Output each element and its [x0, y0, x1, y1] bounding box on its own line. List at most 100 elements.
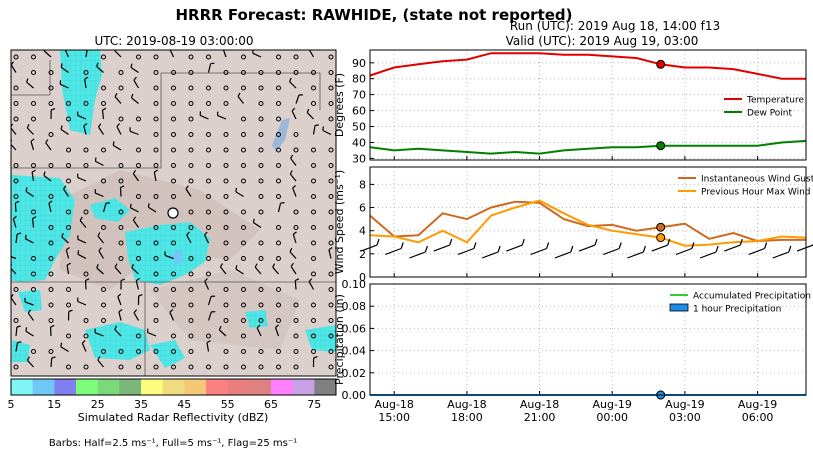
calm-wind-marker: [311, 85, 316, 91]
calm-wind-marker: [328, 147, 334, 153]
calm-wind-marker: [171, 302, 176, 308]
current-time-marker: [656, 233, 666, 243]
wind-barb: [24, 301, 34, 306]
wind-barb: [43, 175, 52, 182]
calm-wind-marker: [66, 287, 71, 292]
wind-barb-flag: [83, 123, 88, 127]
colorbar-swatch: [97, 379, 120, 395]
wind-barb: [306, 112, 314, 120]
calm-wind-marker: [136, 333, 141, 339]
wind-barb-flag: [186, 231, 190, 236]
calm-wind-marker: [188, 333, 194, 339]
calm-wind-marker: [241, 302, 246, 308]
calm-wind-marker: [206, 101, 211, 106]
calm-wind-marker: [13, 116, 19, 122]
current-time-marker: [656, 59, 666, 69]
wind-barb: [253, 222, 262, 229]
wind-barb-flag: [206, 340, 211, 344]
colorbar-tick-label: 75: [307, 398, 321, 411]
wind-barb-flag: [570, 245, 574, 253]
colorbar-swatch: [227, 379, 250, 395]
calm-wind-marker: [171, 349, 176, 354]
state-boundaries: [11, 60, 336, 376]
wind-barb: [217, 115, 227, 120]
calm-wind-marker: [171, 194, 176, 199]
wind-barb: [98, 250, 105, 259]
calm-wind-marker: [311, 302, 316, 308]
calm-wind-marker: [206, 194, 211, 199]
calm-wind-marker: [118, 116, 124, 122]
wind-barb-flag: [114, 263, 118, 268]
wind-barb: [26, 127, 34, 135]
wind-barb-flag: [313, 356, 318, 359]
calm-wind-marker: [223, 163, 229, 168]
lake-shape: [272, 118, 290, 152]
wind-barb-flag: [114, 325, 118, 330]
y-tick-label: 0: [359, 271, 366, 284]
calm-wind-marker: [241, 256, 246, 261]
calm-wind-marker: [48, 318, 54, 323]
calm-wind-marker: [311, 333, 316, 339]
y-tick-label: 70: [352, 89, 366, 102]
calm-wind-marker: [48, 163, 54, 168]
calm-wind-marker: [171, 271, 176, 277]
y-axis-label: Wind Speed (ms⁻¹): [333, 170, 346, 274]
colorbar-label: Simulated Radar Reflectivity (dBZ): [78, 411, 269, 424]
calm-wind-marker: [101, 101, 106, 106]
wind-barb: [112, 144, 122, 151]
calm-wind-marker: [223, 132, 229, 137]
wind-barb-flag: [764, 242, 768, 249]
calm-wind-marker: [223, 225, 229, 230]
colorbar-tick-labels: 5 15 25 35 45 55 65 75: [8, 398, 322, 411]
wind-barb: [48, 203, 52, 213]
calm-wind-marker: [153, 287, 159, 292]
calm-wind-marker: [241, 240, 246, 246]
calm-wind-marker: [171, 163, 176, 168]
calm-wind-marker: [83, 209, 89, 215]
wind-barb-flag: [292, 184, 297, 189]
calm-wind-marker: [136, 349, 141, 354]
calm-wind-marker: [276, 163, 281, 168]
wind-barb: [66, 265, 70, 275]
wind-barb: [77, 300, 87, 306]
calm-wind-marker: [328, 302, 334, 308]
x-tick-date: Aug-18: [447, 398, 486, 411]
calm-wind-marker: [241, 116, 246, 122]
wind-barb: [131, 267, 139, 275]
calm-wind-marker: [101, 85, 106, 91]
calm-wind-marker: [153, 163, 159, 168]
colorbar-swatch: [11, 379, 33, 395]
wind-barb: [50, 357, 53, 368]
wind-barb-flag: [16, 325, 21, 328]
calm-wind-marker: [153, 70, 159, 75]
wind-barb-flag: [120, 185, 125, 189]
calm-wind-marker: [311, 178, 316, 184]
wind-barb: [15, 342, 19, 352]
calm-wind-marker: [206, 209, 211, 215]
calm-wind-marker: [31, 287, 36, 292]
calm-wind-marker: [48, 287, 54, 292]
wind-barb-flag: [17, 232, 22, 235]
wind-barb-flag: [169, 308, 174, 313]
calm-wind-marker: [48, 349, 54, 354]
calm-wind-marker: [241, 85, 246, 91]
calm-wind-marker: [276, 194, 281, 199]
wind-barb: [237, 96, 244, 104]
calm-wind-marker: [83, 163, 89, 168]
wind-barb: [95, 160, 104, 167]
colorbar-swatch: [32, 379, 55, 395]
calm-wind-marker: [258, 256, 264, 261]
calm-wind-marker: [206, 54, 211, 60]
wind-barb: [203, 234, 210, 244]
wind-barb: [133, 312, 140, 321]
calm-wind-marker: [188, 116, 194, 122]
y-axis-label: Precipitation (in): [333, 294, 346, 385]
calm-wind-marker: [328, 101, 334, 106]
calm-wind-marker: [13, 178, 19, 184]
colorbar-swatch: [314, 379, 337, 395]
y-tick-label: 0.04: [342, 345, 367, 358]
wind-barb-flag: [290, 262, 294, 267]
calm-wind-marker: [31, 116, 36, 122]
wind-barb: [77, 115, 87, 120]
colorbar-swatch: [206, 379, 228, 395]
